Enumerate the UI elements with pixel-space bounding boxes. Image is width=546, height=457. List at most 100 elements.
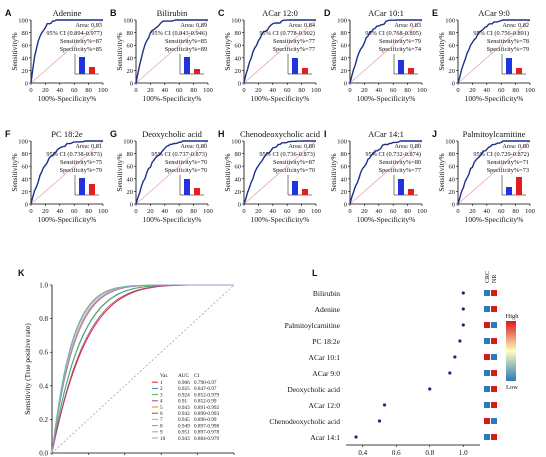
y-axis-label: Sensitivity%: [115, 153, 124, 191]
heat-cell-crc: [484, 338, 490, 344]
x-tick-label: 20: [42, 87, 49, 94]
roc-curve: [135, 19, 208, 84]
roc-panel-H: H Chenodeoxycholic acid 0 20 40 60 80 100 0 20 40 6…: [218, 129, 321, 224]
y-tick-label: 100: [445, 139, 455, 146]
x-tick-label: 0: [456, 87, 459, 94]
panel-letter: I: [324, 129, 327, 139]
reference-diagonal: [243, 140, 317, 205]
panel-title: Chenodeoxycholic acid: [240, 129, 321, 139]
auc-text: Area: 0.81: [75, 143, 102, 150]
legend-cell: 10: [160, 436, 166, 442]
auc-text: Area: 0.80: [502, 143, 529, 150]
legend-cell: 0.852-0.979: [194, 392, 219, 398]
inset-bar: [302, 68, 308, 74]
inset-bar: [292, 181, 298, 195]
panel-title: ACar 14:1: [368, 129, 404, 139]
roc-curve: [30, 140, 103, 205]
sensitivity-text: Sensitivity%=80: [379, 159, 421, 166]
inset-bar: [194, 188, 200, 195]
y-tick-label: 40: [235, 55, 242, 62]
y-tick-label: 100: [18, 139, 28, 146]
legend-cell: 0.890-0.993: [194, 411, 219, 417]
y-tick-label: 0.6: [39, 349, 48, 357]
x-tick-label: 100: [98, 208, 108, 215]
reference-diagonal: [135, 19, 209, 84]
y-tick-label: 0: [452, 81, 455, 88]
x-axis-label: 100%-Specificity%: [38, 94, 97, 103]
y-tick-label: 60: [22, 43, 29, 50]
ci-text: 95% CI (0.894-0.977): [46, 30, 102, 37]
frequency-dot: [448, 371, 452, 375]
x-tick-label: 100: [203, 87, 213, 94]
legend-cell: 0.925: [178, 386, 190, 392]
legend-cell: 0.943: [178, 405, 190, 411]
auc-text: Area: 0.80: [394, 143, 421, 150]
y-tick-label: 60: [449, 43, 456, 50]
legend-cell: 9: [160, 430, 163, 436]
inset-bar: [194, 69, 200, 74]
y-tick-label: 20: [449, 68, 456, 75]
y-tick-label: 100: [445, 18, 455, 25]
y-tick-label: 80: [127, 151, 134, 158]
x-tick-label: 20: [255, 87, 262, 94]
frequency-dot: [428, 387, 432, 391]
x-tick-label: 60: [498, 208, 505, 215]
ci-text: 95% CI (0.843-0.946): [151, 30, 207, 37]
x-tick-label: 40: [270, 208, 277, 215]
y-tick-label: 0: [344, 81, 347, 88]
ci-text: 95% CI (0.737-0.873): [151, 151, 207, 158]
x-tick-label: 20: [361, 208, 368, 215]
y-tick-label: 60: [235, 164, 242, 171]
panel-title: Palmitoylcarnitine: [463, 129, 526, 139]
colorbar-low-label: Low: [506, 384, 518, 391]
legend-cell: 0.949: [178, 423, 190, 429]
y-tick-label: 80: [341, 151, 348, 158]
specificity-text: Specificity%=73: [487, 167, 529, 174]
inset-bar: [506, 187, 512, 195]
x-tick-label: 100: [525, 208, 535, 215]
ci-text: 95% CI (0.736-0.873): [259, 151, 315, 158]
specificity-text: Specificity%=77: [273, 46, 315, 53]
y-tick-label: 80: [449, 30, 456, 37]
x-axis-label: 100%-Specificity%: [143, 94, 202, 103]
y-tick-label: 100: [123, 18, 133, 25]
x-tick-label: 20: [147, 87, 154, 94]
y-tick-label: 40: [22, 176, 29, 183]
reference-diagonal: [349, 19, 423, 84]
y-tick-label: 40: [22, 55, 29, 62]
y-tick-label: 0.8: [39, 315, 48, 323]
y-tick-label: 60: [127, 164, 134, 171]
heat-cell-nr: [491, 290, 497, 296]
y-axis-label: Sensitivity%: [223, 32, 232, 70]
x-tick-label: 0.4: [358, 449, 367, 457]
reference-diagonal: [30, 140, 104, 205]
y-tick-label: 20: [235, 68, 242, 75]
y-axis-label: Sensitivity%: [437, 32, 446, 70]
frequency-dot: [354, 435, 358, 439]
inset-bar: [292, 58, 298, 74]
legend-cell: 6: [160, 411, 163, 417]
auc-text: Area: 0.83: [394, 22, 421, 29]
panel-letter: C: [218, 8, 225, 18]
roc-curve: [30, 19, 103, 84]
y-tick-label: 0: [344, 202, 347, 209]
y-tick-label: 40: [235, 176, 242, 183]
y-tick-label: 0.4: [39, 382, 48, 390]
roc-panel-K: K0.00.20.40.60.81.00.00.20.40.60.81.01-S…: [18, 268, 235, 457]
category-label: Bilirubin: [313, 289, 340, 298]
legend-cell: 0.891-0.992: [194, 405, 219, 411]
x-axis-label: 100%-Specificity%: [357, 215, 416, 224]
heat-cell-crc: [484, 434, 490, 440]
heat-cell-crc: [484, 290, 490, 296]
y-tick-label: 80: [235, 30, 242, 37]
heat-cell-crc: [484, 370, 490, 376]
x-tick-label: 20: [147, 208, 154, 215]
sensitivity-text: Sensitivity%=78: [487, 38, 529, 45]
legend-cell: 2: [160, 386, 163, 392]
legend-cell: 0.790-0.97: [194, 380, 217, 386]
category-label: Chenodeoxycholic acid: [269, 417, 340, 426]
frequency-dot: [453, 355, 457, 359]
y-tick-label: 40: [341, 176, 348, 183]
heat-cell-nr: [491, 386, 497, 392]
